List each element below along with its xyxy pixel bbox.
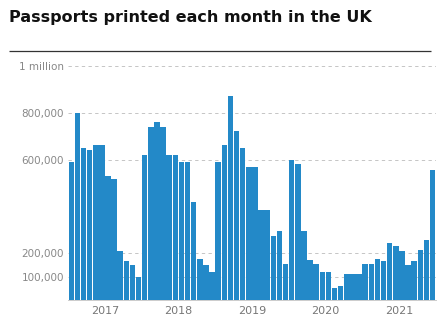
Bar (289, 159, 294, 300)
Bar (258, 210, 264, 300)
Bar (405, 265, 411, 300)
Bar (418, 250, 423, 300)
Bar (166, 155, 172, 300)
Bar (424, 240, 429, 300)
Text: Passports printed each month in the UK: Passports printed each month in the UK (9, 10, 371, 25)
Bar (277, 231, 282, 300)
Bar (344, 274, 349, 300)
Bar (75, 113, 80, 300)
Bar (111, 179, 117, 300)
Bar (411, 261, 417, 300)
Bar (160, 127, 166, 300)
Bar (142, 155, 147, 300)
Bar (375, 259, 380, 300)
Bar (69, 162, 74, 300)
Bar (350, 274, 356, 300)
Bar (332, 288, 337, 300)
Bar (154, 122, 160, 300)
Bar (356, 274, 362, 300)
Bar (87, 150, 92, 300)
Bar (185, 162, 191, 300)
Bar (363, 264, 368, 300)
Bar (295, 164, 301, 300)
Bar (264, 210, 270, 300)
Bar (136, 277, 141, 300)
Bar (216, 162, 221, 300)
Bar (81, 148, 86, 300)
Bar (93, 146, 99, 300)
Bar (124, 261, 129, 300)
Bar (283, 264, 288, 300)
Bar (203, 265, 209, 300)
Bar (393, 246, 399, 300)
Bar (319, 272, 325, 300)
Bar (387, 243, 392, 300)
Bar (246, 167, 252, 300)
Bar (381, 261, 386, 300)
Bar (301, 231, 307, 300)
Bar (271, 236, 276, 300)
Bar (179, 162, 184, 300)
Bar (326, 272, 331, 300)
Bar (99, 146, 105, 300)
Bar (399, 251, 405, 300)
Bar (338, 286, 344, 300)
Bar (148, 127, 154, 300)
Bar (191, 202, 197, 300)
Bar (130, 265, 135, 300)
Bar (252, 167, 258, 300)
Bar (234, 132, 239, 300)
Bar (222, 146, 227, 300)
Bar (209, 272, 215, 300)
Bar (117, 251, 123, 300)
Bar (228, 96, 233, 300)
Bar (430, 170, 435, 300)
Bar (313, 264, 319, 300)
Bar (240, 148, 246, 300)
Bar (197, 259, 202, 300)
Bar (172, 155, 178, 300)
Bar (307, 260, 313, 300)
Bar (105, 176, 111, 300)
Bar (369, 264, 374, 300)
